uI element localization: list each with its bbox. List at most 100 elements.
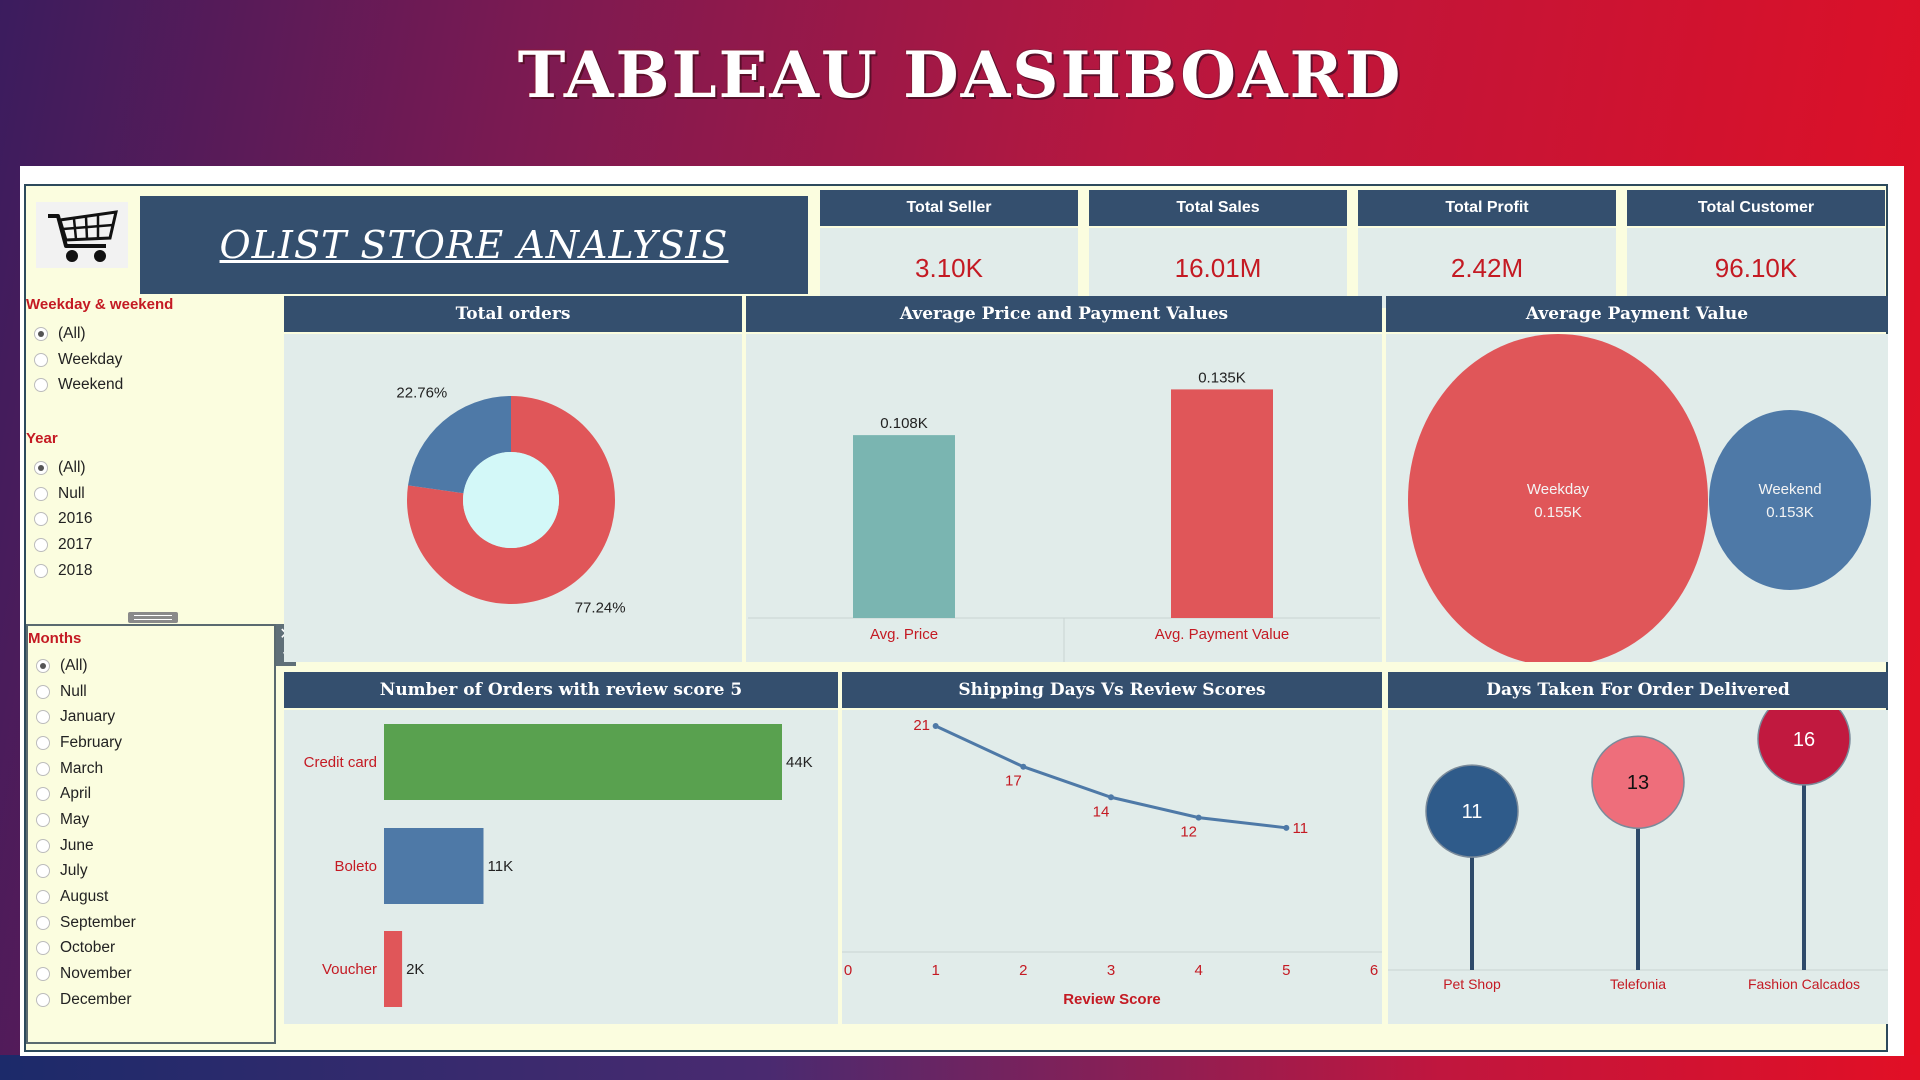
filter-option[interactable]: February: [36, 730, 274, 756]
filter-option[interactable]: August: [36, 884, 274, 910]
donut-slice: [407, 396, 615, 605]
radio-button[interactable]: [34, 378, 48, 393]
radio-button[interactable]: [34, 460, 48, 475]
data-point: [932, 723, 939, 729]
filter-option[interactable]: December: [36, 987, 274, 1013]
radio-button[interactable]: [34, 486, 48, 501]
lollipop-value: 16: [1793, 729, 1815, 751]
filter-option-label: December: [60, 990, 132, 1008]
filter-option[interactable]: (All): [34, 321, 286, 347]
radio-button[interactable]: [36, 864, 50, 879]
filter-option-label: June: [60, 836, 94, 854]
filter-option-label: 2018: [58, 561, 93, 579]
radio-button[interactable]: [36, 992, 50, 1007]
filter-option[interactable]: September: [36, 910, 274, 936]
radio-button[interactable]: [36, 941, 50, 956]
filter-option[interactable]: (All): [34, 455, 286, 481]
filter-option[interactable]: April: [36, 781, 274, 807]
filter-option[interactable]: 2018: [34, 558, 286, 584]
filter-option-label: 2017: [58, 535, 93, 553]
filter-option-label: Weekday: [58, 350, 123, 368]
kpi-value: 3.10K: [820, 228, 1078, 308]
panel-shipping-vs-review: Shipping Days Vs Review Scores 21 17 14 12 1…: [842, 672, 1382, 1024]
filter-option[interactable]: Weekday: [34, 347, 286, 373]
radio-button[interactable]: [34, 326, 48, 341]
store-title-banner: OLIST STORE ANALYSIS: [140, 196, 808, 294]
radio-button[interactable]: [36, 735, 50, 750]
x-tick-label: Fashion Calcados: [1748, 976, 1860, 992]
lollipop-head: [1425, 764, 1519, 858]
radio-button[interactable]: [36, 915, 50, 930]
filter-option-label: (All): [60, 656, 88, 674]
kpi-label: Total Seller: [820, 190, 1078, 226]
panel-title: Total orders: [284, 296, 742, 332]
radio-button[interactable]: [36, 710, 50, 725]
bubble: [1408, 334, 1708, 666]
filter-option[interactable]: January: [36, 704, 274, 730]
filter-weekday-weekend: Weekday & weekend (All) Weekday Weekend: [26, 296, 286, 398]
bubble-value: 0.153K: [1766, 504, 1814, 521]
radio-button[interactable]: [36, 761, 50, 776]
radio-button[interactable]: [36, 838, 50, 853]
radio-button[interactable]: [36, 967, 50, 982]
lollipop-head: [1591, 735, 1685, 829]
radio-button[interactable]: [34, 563, 48, 578]
filter-option-label: July: [60, 862, 88, 880]
x-axis-label: Review Score: [1063, 991, 1161, 1008]
data-point: [1283, 824, 1290, 831]
filter-option-label: October: [60, 939, 116, 957]
filter-option[interactable]: (All): [36, 653, 274, 679]
radio-button[interactable]: [36, 684, 50, 699]
filter-option-label: Null: [58, 484, 85, 502]
kpi-card-total-customer: Total Customer 96.10K: [1627, 190, 1885, 308]
donut-chart: 77.24% 22.76%: [396, 384, 626, 617]
panel-avg-payment-value: Average Payment Value Weekday 0.155K Weeke…: [1386, 296, 1888, 666]
delivery-days-lollipop-chart: 11 Pet Shop 13 Telefonia 16 Fashion Calcados: [1388, 692, 1888, 992]
filter-option[interactable]: 2016: [34, 506, 286, 532]
radio-button[interactable]: [34, 537, 48, 552]
radio-button[interactable]: [36, 890, 50, 905]
filter-option[interactable]: November: [36, 961, 274, 987]
filter-option[interactable]: 2017: [34, 532, 286, 558]
bubble-chart: Weekday 0.155K Weekend 0.153K: [1408, 334, 1871, 666]
filter-resize-handle[interactable]: [128, 612, 178, 623]
radio-button[interactable]: [34, 512, 48, 527]
filter-option[interactable]: July: [36, 859, 274, 885]
panel-title: Average Payment Value: [1386, 296, 1888, 332]
radio-button[interactable]: [36, 787, 50, 802]
x-tick-label: 1: [931, 962, 939, 979]
filter-option-label: March: [60, 759, 104, 777]
bar: [384, 724, 782, 800]
filter-option-label: November: [60, 965, 132, 983]
filter-year: Year (All) Null 2016 2017 2018: [26, 430, 286, 583]
radio-button[interactable]: [36, 812, 50, 827]
panel-review-score-orders: Number of Orders with review score 5 Cre…: [284, 672, 838, 1024]
filter-option[interactable]: June: [36, 833, 274, 859]
x-tick-label: Avg. Price: [870, 626, 938, 643]
bar-data-label: 0.108K: [880, 415, 928, 432]
filter-option[interactable]: Null: [36, 679, 274, 705]
x-tick-label: 3: [1107, 962, 1115, 979]
filter-option[interactable]: March: [36, 756, 274, 782]
panel-days-delivered: Days Taken For Order Delivered 11 Pet Sho…: [1388, 672, 1888, 1024]
panel-avg-price-payment: Average Price and Payment Values 0.108K A…: [746, 296, 1382, 662]
bar: [384, 828, 484, 904]
bubble: [1709, 410, 1871, 590]
kpi-label: Total Customer: [1627, 190, 1885, 226]
bar: [853, 435, 955, 618]
donut-slice-label: 77.24%: [575, 600, 626, 617]
panel-title: Number of Orders with review score 5: [284, 672, 838, 708]
filter-option[interactable]: May: [36, 807, 274, 833]
filter-option[interactable]: October: [36, 936, 274, 962]
dashboard-frame: OLIST STORE ANALYSIS Total Seller 3.10K …: [24, 184, 1888, 1052]
panel-title: Average Price and Payment Values: [746, 296, 1382, 332]
filter-option[interactable]: Null: [34, 481, 286, 507]
bar-data-label: 11K: [488, 858, 514, 875]
filter-option-label: Weekend: [58, 376, 124, 394]
radio-button[interactable]: [34, 352, 48, 367]
donut-slice: [408, 396, 511, 494]
radio-button[interactable]: [36, 658, 50, 673]
filter-option[interactable]: Weekend: [34, 372, 286, 398]
bar-data-label: 44K: [786, 754, 813, 771]
